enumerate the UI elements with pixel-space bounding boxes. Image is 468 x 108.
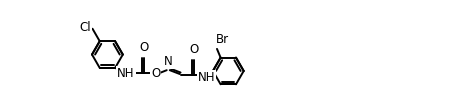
Text: O: O: [189, 43, 198, 56]
Text: Br: Br: [215, 33, 228, 46]
Text: O: O: [139, 41, 148, 54]
Text: NH: NH: [117, 67, 135, 80]
Text: N: N: [164, 55, 173, 68]
Text: Cl: Cl: [80, 21, 91, 34]
Text: NH: NH: [198, 71, 215, 84]
Text: O: O: [151, 67, 161, 80]
